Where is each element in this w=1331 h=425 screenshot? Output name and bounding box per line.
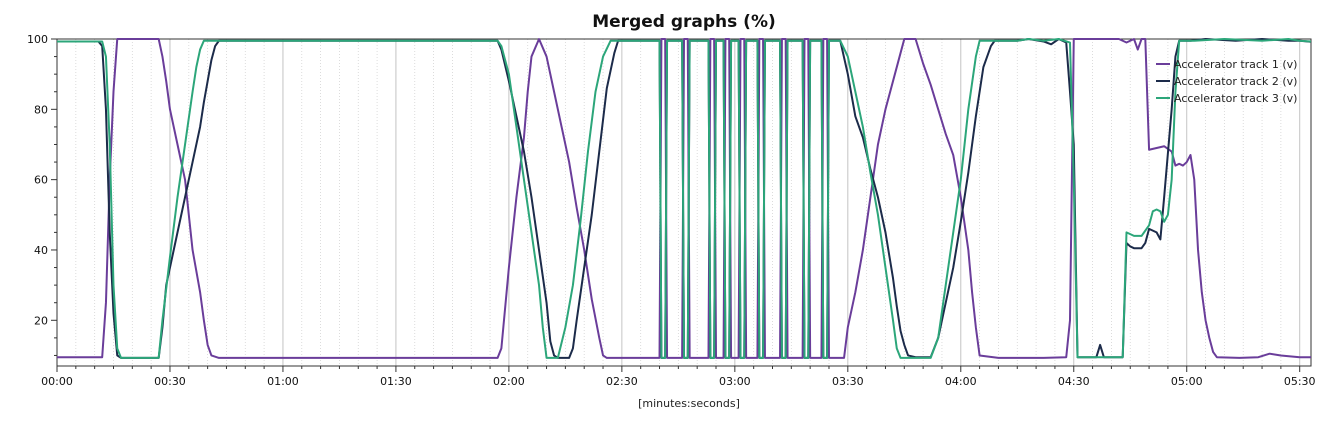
legend-item-1[interactable]: Accelerator track 1 (v) xyxy=(1156,58,1297,71)
y-axis: 20 40 60 80 100 xyxy=(27,33,57,356)
chart-title: Merged graphs (%) xyxy=(592,12,776,32)
y-tick-label: 20 xyxy=(34,314,48,327)
x-tick-label: 00:00 xyxy=(41,375,73,388)
y-tick-label: 80 xyxy=(34,103,48,116)
legend-label: Accelerator track 2 (v) xyxy=(1174,75,1297,88)
x-tick-label: 03:00 xyxy=(719,375,751,388)
x-tick-label: 00:30 xyxy=(154,375,186,388)
x-axis: 00:00 00:30 01:00 01:30 02:00 02:30 03:00 03:30… xyxy=(41,366,1316,388)
legend-label: Accelerator track 1 (v) xyxy=(1174,58,1297,71)
x-tick-label: 01:00 xyxy=(267,375,299,388)
series-line-1 xyxy=(57,38,1311,359)
x-tick-label: 01:30 xyxy=(380,375,412,388)
legend[interactable]: Accelerator track 1 (v) Accelerator track… xyxy=(1156,58,1297,105)
y-tick-label: 40 xyxy=(34,244,48,257)
x-tick-label: 04:30 xyxy=(1058,375,1090,388)
x-tick-label: 04:00 xyxy=(945,375,977,388)
legend-label: Accelerator track 3 (v) xyxy=(1174,92,1297,105)
y-tick-label: 100 xyxy=(27,33,48,46)
major-grid xyxy=(169,39,1301,366)
x-tick-label: 02:00 xyxy=(493,375,525,388)
y-tick-label: 60 xyxy=(34,174,48,187)
legend-item-3[interactable]: Accelerator track 3 (v) xyxy=(1156,92,1297,105)
x-axis-label: [minutes:seconds] xyxy=(638,397,740,410)
series-layer xyxy=(57,38,1312,359)
x-tick-label: 05:00 xyxy=(1171,375,1203,388)
x-tick-label: 03:30 xyxy=(832,375,864,388)
x-tick-label: 05:30 xyxy=(1284,375,1316,388)
minor-grid xyxy=(75,39,1282,366)
legend-item-2[interactable]: Accelerator track 2 (v) xyxy=(1156,75,1297,88)
x-tick-label: 02:30 xyxy=(606,375,638,388)
series-line-3 xyxy=(57,38,1312,359)
